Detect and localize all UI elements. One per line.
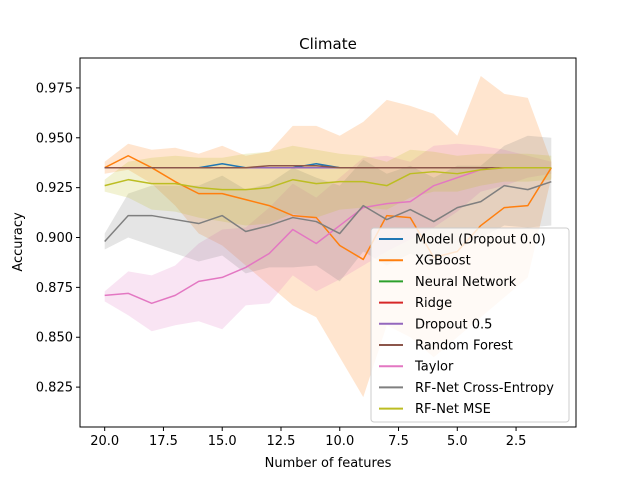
x-tick-label: 5.0 [447, 434, 468, 449]
legend-item: Model (Dropout 0.0) [379, 233, 546, 248]
y-tick-label: 0.875 [36, 281, 73, 296]
x-tick-label: 2.5 [506, 434, 527, 449]
legend-item: Taylor [379, 360, 454, 375]
y-axis: 0.825 0.850 0.875 0.900 0.925 0.950 0.975 [36, 81, 80, 396]
x-tick-label: 15.0 [208, 434, 237, 449]
series-lines [104, 154, 552, 305]
y-tick-label: 0.900 [36, 231, 73, 246]
legend-item: Ridge [379, 296, 452, 311]
band-rf-net-mse [104, 145, 552, 226]
legend-label: XGBoost [415, 254, 471, 269]
y-tick-label: 0.950 [36, 131, 73, 146]
y-tick-label: 0.850 [36, 331, 73, 346]
y-tick-label: 0.825 [36, 381, 73, 396]
band-taylor [104, 143, 552, 332]
x-tick-label: 20.0 [90, 434, 119, 449]
legend-item: Random Forest [379, 339, 513, 354]
series-line-random-forest [104, 164, 552, 169]
y-tick-label: 0.975 [36, 81, 73, 96]
y-axis-label: Accuracy [11, 212, 26, 272]
legend-item: RF-Net MSE [379, 402, 491, 417]
legend-label: Model (Dropout 0.0) [415, 233, 546, 248]
legend-item: Dropout 0.5 [379, 317, 492, 332]
y-tick-label: 0.925 [36, 181, 73, 196]
legend-box [370, 227, 570, 423]
x-tick-label: 12.5 [267, 434, 296, 449]
x-tick-label: 10.0 [325, 434, 354, 449]
chart-title: Climate [299, 35, 357, 53]
x-axis-label: Number of features [265, 456, 392, 471]
legend-item: XGBoost [379, 254, 471, 269]
legend-label: Random Forest [415, 339, 513, 354]
legend: Model (Dropout 0.0) XGBoost Neural Network… [370, 227, 570, 423]
x-axis: 20.0 17.5 15.0 12.5 10.0 7.5 5.0 2.5 [90, 427, 526, 449]
x-tick-label: 17.5 [149, 434, 178, 449]
legend-label: Dropout 0.5 [415, 317, 492, 332]
legend-label: Neural Network [415, 275, 517, 290]
series-line-rf-net-cross-entropy [104, 180, 552, 243]
legend-label: Taylor [414, 360, 454, 375]
x-tick-label: 7.5 [388, 434, 409, 449]
legend-item: RF-Net Cross-Entropy [379, 381, 554, 396]
series-line-rf-net-mse [104, 166, 552, 191]
legend-item: Neural Network [379, 275, 517, 290]
plot-frame [79, 57, 577, 428]
legend-label: Ridge [415, 296, 452, 311]
legend-label: RF-Net MSE [415, 402, 491, 417]
legend-label: RF-Net Cross-Entropy [415, 381, 554, 396]
